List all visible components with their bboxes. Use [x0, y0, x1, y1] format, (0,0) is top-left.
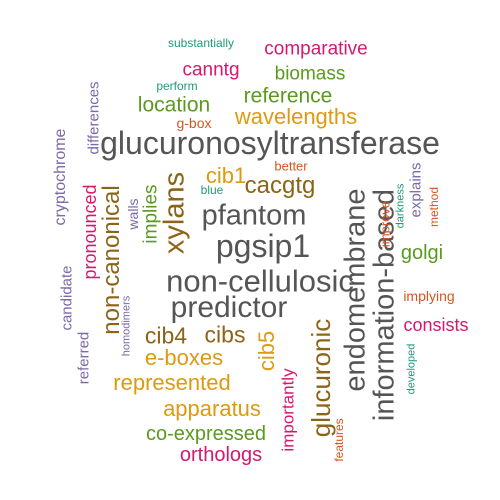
word-g-box: g-box: [176, 115, 212, 131]
word-method: method: [427, 186, 441, 228]
word-cib1: cib1: [205, 163, 247, 188]
word-developed: developed: [405, 343, 418, 395]
word-walls: walls: [125, 198, 141, 230]
word-apparatus: apparatus: [163, 396, 261, 421]
word-golgi: golgi: [400, 242, 444, 264]
word-features: features: [332, 418, 346, 462]
word-pronounced: pronounced: [80, 184, 100, 280]
word-glucuronic: glucuronic: [306, 318, 336, 438]
word-cryptochrome: cryptochrome: [52, 128, 69, 226]
word-cib5: cib5: [254, 330, 279, 372]
word-referred: referred: [75, 331, 93, 385]
word-non-cellulosic: non-cellulosic: [166, 263, 354, 299]
word-blue: blue: [200, 183, 224, 197]
word-perform: perform: [156, 79, 198, 93]
word-cibs: cibs: [204, 321, 246, 348]
word-importantly: importantly: [278, 368, 298, 452]
word-e-boxes: e-boxes: [144, 345, 224, 370]
word-cib4: cib4: [144, 322, 188, 349]
word-predictor: predictor: [170, 291, 288, 324]
word-implying: implying: [403, 288, 455, 304]
word-biomass: biomass: [274, 63, 346, 85]
word-orthologs: orthologs: [179, 444, 263, 466]
word-location: location: [137, 93, 211, 117]
word-glucuronosyltransferase: glucuronosyltransferase: [100, 125, 440, 161]
word-darkness: darkness: [394, 183, 407, 229]
word-xylans: xylans: [158, 171, 191, 255]
word-explains: explains: [407, 162, 425, 218]
word-reference: reference: [243, 84, 333, 108]
word-canntg: canntg: [182, 59, 240, 81]
word-pgsip1: pgsip1: [215, 228, 311, 264]
word-consists: consists: [403, 315, 469, 335]
word-substantially: substantially: [167, 36, 235, 50]
word-pfantom: pfantom: [201, 199, 307, 232]
word-differences: differences: [85, 81, 103, 155]
word-cacgtg: cacgtg: [244, 172, 316, 199]
word-comparative: comparative: [264, 38, 368, 60]
word-improve: improve: [377, 200, 393, 248]
word-represented: represented: [113, 370, 231, 395]
word-homodimers: homodimers: [120, 295, 133, 357]
word-co-expressed: co-expressed: [145, 423, 267, 445]
word-candidate: candidate: [58, 265, 76, 331]
word-wavelengths: wavelengths: [234, 104, 358, 129]
word-implies: implies: [140, 184, 162, 244]
word-better: better: [274, 158, 308, 174]
